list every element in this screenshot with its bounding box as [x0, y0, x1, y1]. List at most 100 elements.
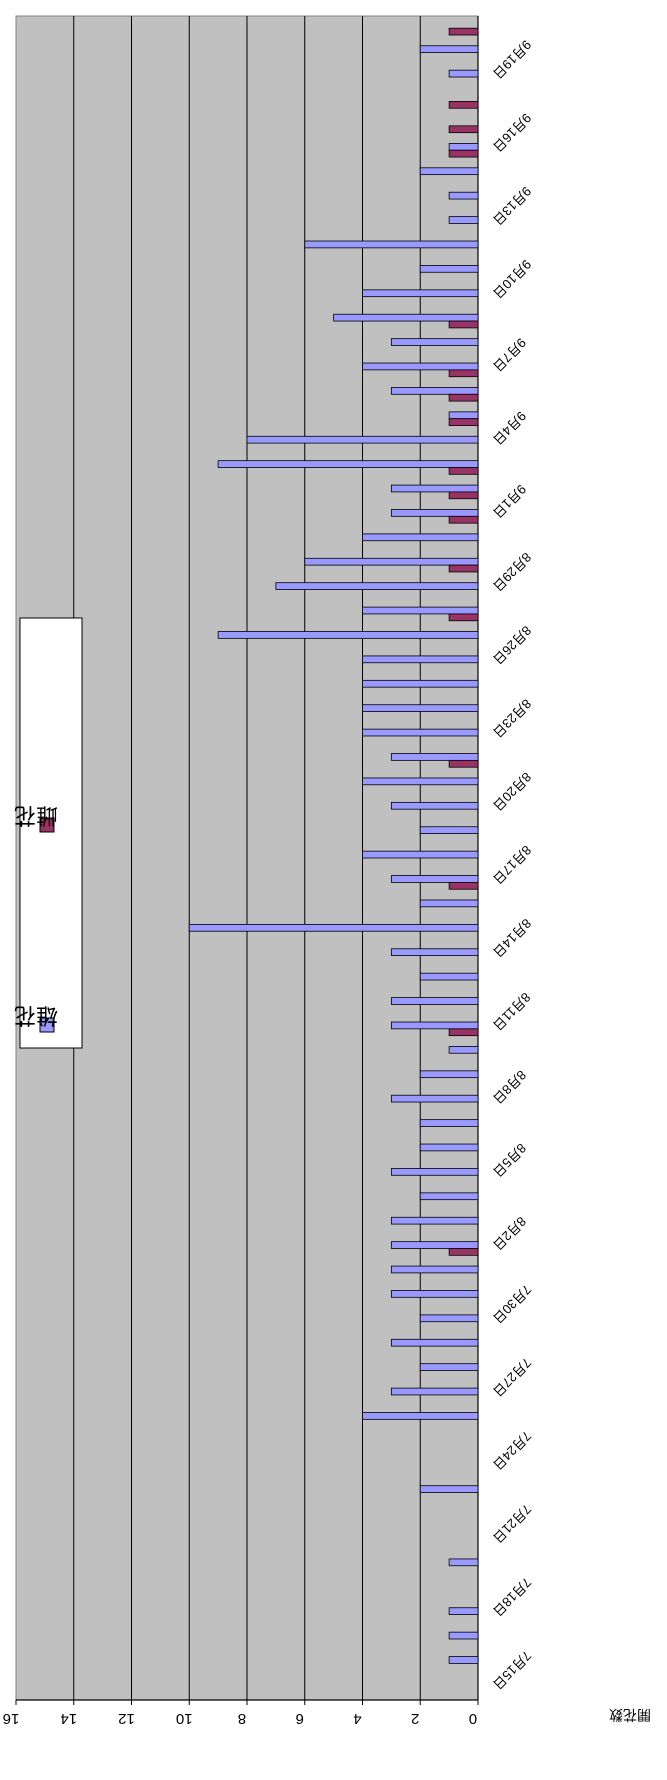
value-tick-label: 14 [60, 1710, 77, 1727]
bar-male [390, 387, 479, 395]
bar-male [217, 460, 479, 468]
bar-female [448, 101, 479, 109]
bar-female [448, 369, 479, 378]
value-axis-ticks: 0 2 4 6 8 10 12 14 16 [3, 1700, 479, 1727]
bar-female [448, 759, 479, 768]
category-label: 8月14日 [490, 916, 534, 960]
bar-male [362, 704, 479, 712]
bar-male [188, 923, 479, 932]
bar-male [419, 1143, 479, 1152]
bar-male [217, 631, 479, 639]
bar-male [390, 1021, 479, 1030]
bar-male [448, 216, 479, 224]
category-label: 7月27日 [490, 1355, 534, 1399]
category-label: 7月18日 [490, 1575, 534, 1619]
category-axis-labels: 7月15日 7月18日 7月21日 7月24日 7月27日 7月30日 8月2日 8月5日 8月… [490, 37, 534, 1692]
value-tick-label: 8 [238, 1710, 246, 1727]
value-tick-label: 0 [469, 1710, 477, 1727]
bar-male [362, 606, 479, 615]
bar-male [390, 948, 479, 957]
bar-male [448, 1656, 479, 1664]
category-label: 8月20日 [490, 769, 534, 813]
legend: 雄花 雌花 [14, 617, 83, 1049]
bar-male [362, 533, 479, 542]
bar-female [448, 393, 479, 402]
bar-female [448, 149, 479, 158]
bar-male [304, 240, 479, 249]
bar-male [362, 850, 479, 859]
bar-male [390, 1094, 479, 1103]
bar-male [390, 1290, 479, 1298]
bar-male [448, 1046, 479, 1054]
category-label: 8月2日 [490, 1214, 529, 1253]
bar-male [390, 1265, 479, 1274]
legend-swatch-male [39, 1017, 55, 1033]
value-tick-label: 16 [3, 1710, 20, 1727]
category-label: 9月16日 [490, 110, 534, 154]
category-label: 9月10日 [490, 257, 534, 301]
bar-male [390, 801, 479, 810]
category-label: 7月15日 [490, 1648, 534, 1692]
bar-male [419, 1192, 479, 1201]
bar-male [419, 265, 479, 273]
bar-male [304, 557, 479, 566]
bar-male [362, 1412, 479, 1420]
bar-female [448, 515, 479, 524]
bar-male [390, 1387, 479, 1396]
bar-male [246, 435, 479, 444]
bar-male [362, 289, 479, 298]
bar-female [448, 564, 479, 573]
category-label: 8月17日 [490, 843, 534, 887]
bar-male [390, 509, 479, 517]
bar-male [390, 484, 479, 493]
bar-male [448, 69, 479, 78]
bar-male [390, 1168, 479, 1176]
bar-male [362, 728, 479, 737]
bar-female [448, 1028, 479, 1037]
bar-female [448, 27, 479, 36]
bar-male [362, 655, 479, 664]
category-label: 8月29日 [490, 550, 534, 594]
bar-male [362, 679, 479, 688]
bar-female [448, 491, 479, 500]
bar-male [419, 167, 479, 176]
bar-male [275, 582, 479, 590]
value-tick-label: 4 [353, 1710, 361, 1727]
bars [188, 27, 479, 1664]
category-label: 8月8日 [490, 1067, 529, 1106]
value-tick-label: 10 [176, 1710, 193, 1727]
category-label: 7月21日 [490, 1502, 534, 1546]
bar-female [448, 125, 479, 134]
bar-male [419, 1119, 479, 1127]
category-label: 7月24日 [490, 1428, 534, 1472]
category-label: 8月26日 [490, 623, 534, 667]
bar-female [448, 882, 479, 890]
value-tick-label: 12 [118, 1710, 135, 1727]
bar-male [419, 826, 479, 834]
category-label: 9月7日 [490, 335, 529, 374]
category-label: 8月5日 [490, 1141, 529, 1180]
y-axis-title: 開花数 [609, 1706, 651, 1722]
category-label: 8月11日 [490, 990, 534, 1034]
value-tick-label: 2 [411, 1710, 419, 1727]
bar-male [419, 899, 479, 908]
bar-male [390, 1241, 479, 1249]
bar-male [362, 362, 479, 371]
bar-male [419, 1314, 479, 1323]
category-label: 9月1日 [490, 482, 529, 521]
bar-female [448, 320, 479, 329]
bar-male [448, 191, 479, 200]
category-label: 9月13日 [490, 184, 534, 228]
category-label: 9月19日 [490, 37, 534, 81]
bar-male [419, 1363, 479, 1371]
bar-male [390, 875, 479, 883]
bar-male [448, 1631, 479, 1640]
value-tick-label: 6 [296, 1710, 304, 1727]
legend-label-female: 雌花 [14, 802, 58, 827]
bar-male [390, 338, 479, 346]
bar-female [448, 418, 479, 426]
bar-male [448, 142, 479, 151]
bar-female [448, 613, 479, 622]
bar-male [390, 753, 479, 761]
